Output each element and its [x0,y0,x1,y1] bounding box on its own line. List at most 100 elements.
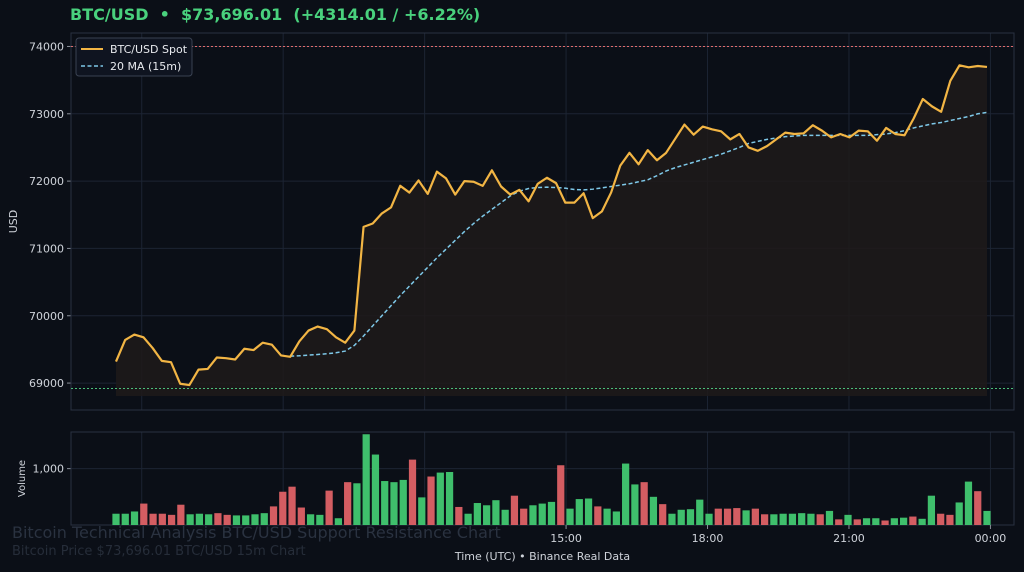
volume-tick-label: 1,000 [33,463,65,476]
y-tick-label: 72000 [29,175,64,188]
volume-bar [761,514,769,525]
volume-bar [584,498,593,525]
volume-bar [362,434,370,525]
volume-bar [473,503,481,525]
volume-bar [918,518,926,525]
volume-bar [483,505,491,525]
volume-bar [316,514,324,525]
volume-bar [612,511,620,525]
volume-bar [798,513,806,525]
volume-bar [344,482,352,525]
volume-bar [640,482,648,525]
volume-bar [399,479,407,525]
volume-bar [177,504,185,525]
y-tick-label: 73000 [29,108,64,121]
volume-bar [269,506,278,525]
volume-bar [501,509,509,525]
volume-bar [686,509,695,525]
volume-bar [955,502,963,525]
volume-bar [659,504,667,525]
volume-axis-label: Volume [17,460,28,497]
legend-box [75,37,193,77]
volume-bar [149,513,157,525]
y-axis-label: USD [7,210,20,234]
volume-bar [186,514,194,525]
volume-bar [723,508,732,525]
x-axis-label: Time (UTC) • Binance Real Data [454,550,631,563]
y-tick-label: 74000 [29,40,64,53]
volume-bar [371,454,380,525]
volume-bar [770,514,778,525]
volume-bar [844,514,852,525]
volume-bar [464,513,472,525]
legend-label-ma: 20 MA (15m) [110,60,181,73]
volume-bar [594,506,602,525]
volume-bar [520,508,528,525]
volume-bar [529,505,537,525]
volume-bar [733,508,741,525]
volume-bar [779,513,787,525]
separator-dot: • [159,5,170,24]
volume-bar [566,508,574,525]
volume-bar [557,465,565,525]
volume-bar [279,491,287,525]
price-change: (+4314.01 / +6.22%) [293,5,481,24]
volume-bar [260,513,268,525]
volume-bar [872,518,880,525]
volume-bar [937,513,945,525]
volume-bar [547,501,556,525]
volume-bar [492,500,500,525]
volume-bar [205,514,213,525]
volume-bar [983,510,991,525]
volume-bar [130,511,139,525]
volume-bar [251,514,259,525]
volume-bar [890,518,898,525]
volume-bar [445,472,454,525]
volume-bar [649,496,658,525]
y-tick-label: 70000 [29,310,64,323]
y-tick-label: 71000 [29,242,64,255]
volume-bar [705,513,713,525]
volume-bar [223,514,231,525]
volume-bar [668,513,676,525]
volume-bar [214,513,222,525]
volume-bar [714,508,722,525]
volume-bar [622,463,630,525]
volume-bar [418,497,426,525]
volume-bar [538,503,546,525]
volume-bar [158,513,166,525]
volume-bar [835,519,843,525]
price-header: BTC/USD • $73,696.01 (+4314.01 / +6.22%) [70,5,480,24]
volume-bar [974,491,982,525]
pair-label: BTC/USD [70,5,149,24]
volume-bar [742,510,750,525]
x-tick-label: 18:00 [692,532,724,545]
volume-bar [788,513,797,525]
watermark-title: Bitcoin Technical Analysis BTC/USD Suppo… [12,523,501,542]
volume-bar [603,508,611,525]
watermark-subtitle: Bitcoin Price $73,696.01 BTC/USD 15m Cha… [12,544,306,559]
volume-bar [899,517,908,525]
volume-bar [390,482,398,525]
volume-bar [964,481,973,525]
volume-bar [334,518,342,525]
volume-bar [353,483,361,525]
price-area-fill [116,65,987,397]
volume-bar [242,515,250,525]
current-price: $73,696.01 [181,5,283,24]
legend-label-spot: BTC/USD Spot [110,43,188,56]
volume-bar [306,514,315,525]
volume-bar [510,495,519,525]
volume-bar [436,472,444,525]
volume-bar [112,513,120,525]
x-tick-label: 15:00 [550,532,582,545]
price-plot-frame [70,32,1015,411]
volume-bar [696,499,704,525]
volume-bar [140,503,148,525]
volume-bar [288,486,296,525]
volume-bar [862,518,871,525]
volume-bar [816,514,824,525]
price-line [114,64,988,387]
volume-bar [677,509,685,525]
